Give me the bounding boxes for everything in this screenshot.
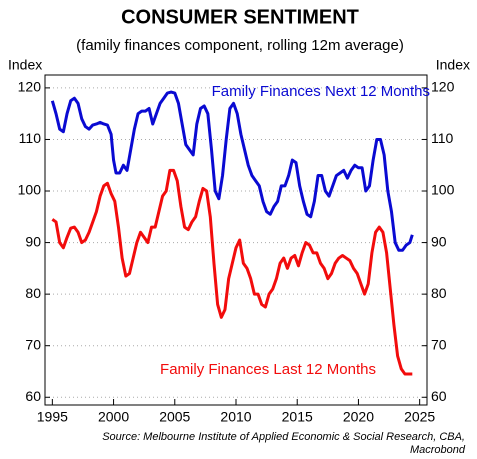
y-tick-label: 100 (18, 182, 42, 198)
x-tick-label: 2015 (282, 409, 313, 425)
x-tick-label: 2005 (159, 409, 190, 425)
x-tick-label: 2020 (343, 409, 374, 425)
series-label: Family Finances Next 12 Months (212, 83, 430, 100)
series-label: Family Finances Last 12 Months (160, 361, 376, 378)
line-series (51, 168, 413, 376)
y-tick-label: 80 (25, 285, 41, 301)
y-tick-label: 120 (18, 79, 42, 95)
y-axis-label: Index (8, 57, 42, 73)
x-tick-label: 1995 (37, 409, 68, 425)
y-tick-label: 60 (25, 388, 41, 404)
y2-tick-label: 110 (431, 130, 454, 146)
x-tick-label: 2025 (404, 409, 435, 425)
source: Macrobond (410, 444, 466, 456)
y2-tick-label: 90 (431, 233, 447, 249)
y-tick-label: 70 (25, 336, 41, 352)
y2-tick-label: 120 (431, 79, 455, 95)
y2-tick-label: 100 (431, 182, 455, 198)
y2-axis-label: Index (436, 57, 470, 73)
chart-subtitle: (family finances component, rolling 12m … (76, 37, 404, 54)
y2-tick-label: 60 (431, 388, 447, 404)
y-tick-label: 110 (19, 130, 42, 146)
y2-tick-label: 80 (431, 285, 447, 301)
chart-title: CONSUMER SENTIMENT (121, 6, 359, 28)
x-tick-label: 2000 (98, 409, 129, 425)
x-tick-label: 2010 (220, 409, 251, 425)
line-series (50, 90, 414, 252)
y-tick-label: 90 (25, 233, 41, 249)
source: Source: Melbourne Institute of Applied E… (102, 431, 465, 443)
y2-tick-label: 70 (431, 336, 447, 352)
